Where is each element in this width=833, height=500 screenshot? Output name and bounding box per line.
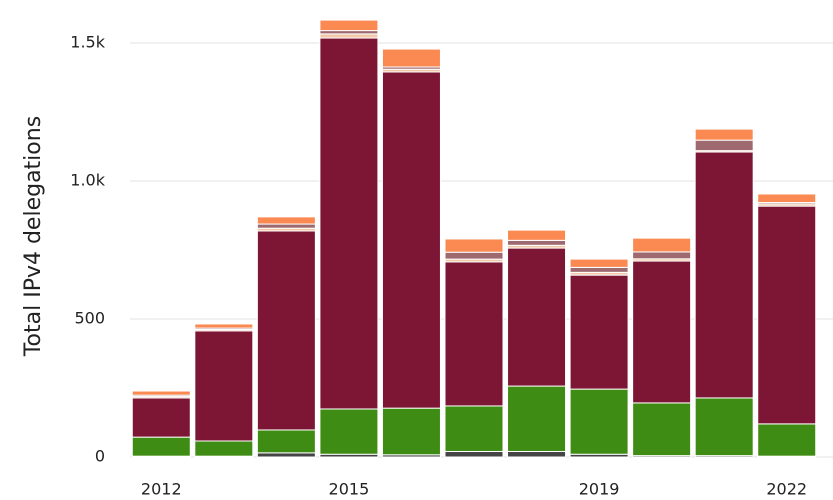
bar-segment xyxy=(569,266,629,273)
bar-segment xyxy=(319,37,379,410)
bar-segment xyxy=(507,239,567,246)
bar-segment xyxy=(194,440,254,457)
bar-segment xyxy=(694,397,754,457)
bar-segment xyxy=(507,450,567,458)
bar-segment xyxy=(507,247,567,387)
bar-segment xyxy=(569,388,629,455)
bar-segment xyxy=(131,397,191,438)
bar-segment xyxy=(256,429,316,454)
bar-segment xyxy=(444,450,504,458)
x-tick-label: 2012 xyxy=(141,480,182,499)
bar-segment xyxy=(569,258,629,268)
bar-segment xyxy=(256,452,316,458)
bar-segment xyxy=(632,237,692,253)
bar-segment xyxy=(256,216,316,225)
bar-segment xyxy=(632,260,692,404)
bar-segment xyxy=(694,139,754,152)
bar-segment xyxy=(319,408,379,455)
y-tick-label: 0 xyxy=(95,447,105,466)
bar-segment xyxy=(319,33,379,39)
bar-segment xyxy=(632,402,692,457)
y-tick-label: 1.0k xyxy=(70,171,105,190)
x-tick-label: 2015 xyxy=(329,480,370,499)
y-tick-label: 500 xyxy=(74,309,105,328)
x-tick-label: 2019 xyxy=(579,480,620,499)
bar-segment xyxy=(256,223,316,229)
bar-segment xyxy=(444,251,504,260)
bar-segment xyxy=(444,261,504,407)
y-axis-label: Total IPv4 delegations xyxy=(21,116,46,357)
bar-segment xyxy=(694,128,754,141)
bar-segment xyxy=(694,151,754,399)
bar-segment xyxy=(256,230,316,431)
bar-segment xyxy=(507,229,567,241)
bar-segment xyxy=(319,19,379,32)
bar-segment xyxy=(131,436,191,457)
bar-segment xyxy=(444,405,504,452)
bar-segment xyxy=(569,274,629,390)
y-tick-label: 1.5k xyxy=(70,33,105,52)
bar-segment xyxy=(381,407,441,456)
bar-segment xyxy=(757,423,817,457)
bar-segment xyxy=(757,193,817,204)
bar-segment xyxy=(194,323,254,329)
bar-segment xyxy=(194,330,254,442)
bar-segment xyxy=(757,205,817,425)
bar-segment xyxy=(444,238,504,253)
bar-segment xyxy=(381,71,441,409)
bar-segment xyxy=(131,390,191,396)
x-tick-label: 2022 xyxy=(766,480,807,499)
bar-segment xyxy=(632,251,692,260)
bar-segment xyxy=(507,385,567,452)
bar-segment xyxy=(381,48,441,68)
